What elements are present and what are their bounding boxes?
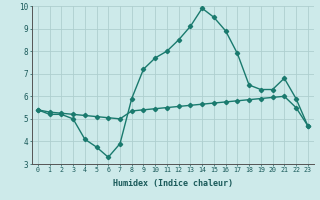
X-axis label: Humidex (Indice chaleur): Humidex (Indice chaleur) [113, 179, 233, 188]
